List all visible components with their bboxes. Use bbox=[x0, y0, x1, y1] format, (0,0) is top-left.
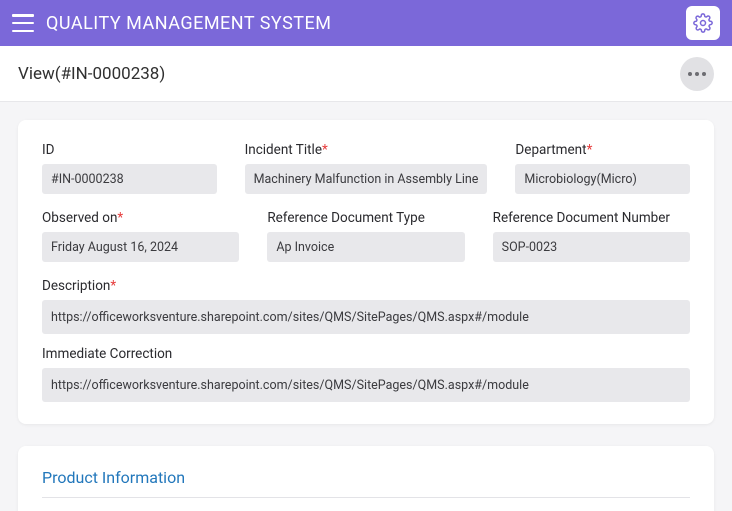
header-left: QUALITY MANAGEMENT SYSTEM bbox=[12, 13, 331, 34]
label-ref-doc-number: Reference Document Number bbox=[493, 210, 690, 226]
field-immediate-correction: Immediate Correction https://officeworks… bbox=[42, 346, 690, 402]
field-department: Department* Microbiology(Micro) bbox=[515, 142, 690, 194]
page-subheader: View(#IN-0000238) bbox=[0, 46, 732, 102]
app-title: QUALITY MANAGEMENT SYSTEM bbox=[46, 13, 331, 34]
form-row-description: Description* https://officeworksventure.… bbox=[42, 278, 690, 334]
more-actions-button[interactable] bbox=[680, 57, 714, 91]
product-information-card: Product Information Product* Batch No Su… bbox=[18, 446, 714, 511]
input-incident-title[interactable]: Machinery Malfunction in Assembly Line bbox=[245, 164, 488, 194]
input-immediate-correction[interactable]: https://officeworksventure.sharepoint.co… bbox=[42, 368, 690, 402]
app-header: QUALITY MANAGEMENT SYSTEM bbox=[0, 0, 732, 46]
form-row-2: Observed on* Friday August 16, 2024 Refe… bbox=[42, 210, 690, 262]
field-ref-doc-number: Reference Document Number SOP-0023 bbox=[493, 210, 690, 262]
product-section-title: Product Information bbox=[42, 468, 690, 498]
field-description: Description* https://officeworksventure.… bbox=[42, 278, 690, 334]
page-title: View(#IN-0000238) bbox=[18, 64, 165, 84]
form-row-1: ID #IN-0000238 Incident Title* Machinery… bbox=[42, 142, 690, 194]
field-incident-title: Incident Title* Machinery Malfunction in… bbox=[245, 142, 488, 194]
form-row-immediate-correction: Immediate Correction https://officeworks… bbox=[42, 346, 690, 402]
label-observed-on: Observed on* bbox=[42, 210, 239, 226]
input-id[interactable]: #IN-0000238 bbox=[42, 164, 217, 194]
settings-button[interactable] bbox=[686, 6, 720, 40]
incident-details-card: ID #IN-0000238 Incident Title* Machinery… bbox=[18, 120, 714, 424]
label-ref-doc-type: Reference Document Type bbox=[267, 210, 464, 226]
label-department: Department* bbox=[515, 142, 690, 158]
content-area: ID #IN-0000238 Incident Title* Machinery… bbox=[0, 102, 732, 511]
input-ref-doc-type[interactable]: Ap Invoice bbox=[267, 232, 464, 262]
input-ref-doc-number[interactable]: SOP-0023 bbox=[493, 232, 690, 262]
label-incident-title: Incident Title* bbox=[245, 142, 488, 158]
input-observed-on[interactable]: Friday August 16, 2024 bbox=[42, 232, 239, 262]
label-id: ID bbox=[42, 142, 217, 158]
menu-icon[interactable] bbox=[12, 14, 34, 32]
field-observed-on: Observed on* Friday August 16, 2024 bbox=[42, 210, 239, 262]
field-ref-doc-type: Reference Document Type Ap Invoice bbox=[267, 210, 464, 262]
input-department[interactable]: Microbiology(Micro) bbox=[515, 164, 690, 194]
label-description: Description* bbox=[42, 278, 690, 294]
input-description[interactable]: https://officeworksventure.sharepoint.co… bbox=[42, 300, 690, 334]
gear-icon bbox=[693, 13, 713, 33]
label-immediate-correction: Immediate Correction bbox=[42, 346, 690, 362]
field-id: ID #IN-0000238 bbox=[42, 142, 217, 194]
